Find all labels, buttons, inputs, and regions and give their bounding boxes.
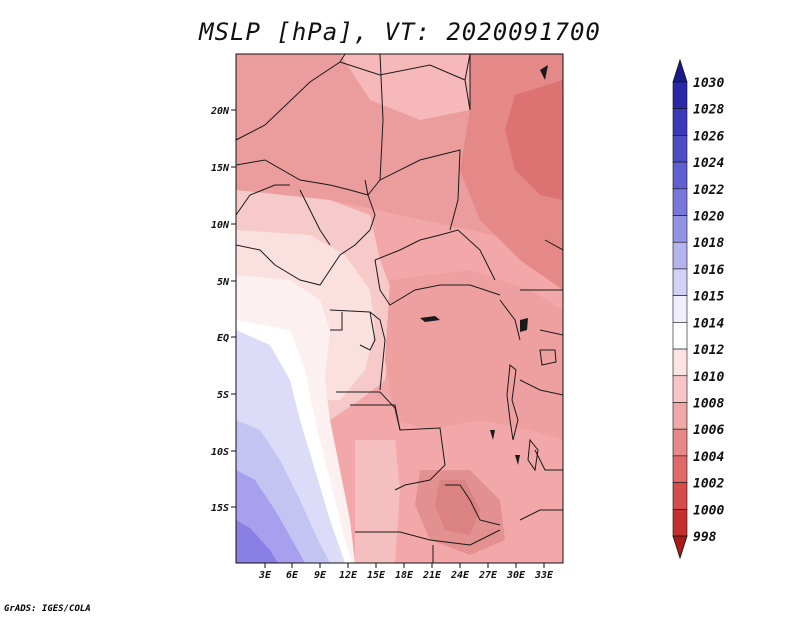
colorbar-segment (672, 295, 688, 323)
colorbar-segment (672, 455, 688, 483)
colorbar (672, 58, 688, 560)
pressure-field (236, 54, 563, 563)
colorbar-label: 1015 (693, 290, 724, 305)
lat-label: 15S (211, 503, 229, 514)
lon-label: 33E (534, 570, 554, 581)
colorbar-segment (672, 241, 688, 270)
lakes (420, 65, 557, 472)
grads-footer: GrADS: IGES/COLA (4, 604, 91, 614)
map-title: MSLP [hPa], VT: 2020091700 (199, 18, 601, 46)
colorbar-segment (672, 508, 688, 537)
colorbar-label: 1024 (693, 156, 724, 171)
colorbar-label: 998 (693, 530, 717, 545)
lon-label: 18E (395, 570, 414, 581)
colorbar-top-arrow (672, 58, 688, 83)
colorbar-label: 1030 (693, 76, 724, 91)
colorbar-segment (672, 81, 688, 110)
axis-ticks (231, 109, 545, 568)
colorbar-segment (672, 482, 688, 510)
colorbar-segment (672, 375, 688, 403)
colorbar-label: 1020 (693, 210, 724, 225)
lat-label: 10N (211, 220, 230, 231)
colorbar-label: 1000 (693, 503, 724, 518)
colorbar-label: 1006 (693, 423, 724, 438)
latitude-labels: 20N 15N 10N 5N EQ 5S 10S 15S (210, 106, 230, 514)
lon-label: 15E (367, 570, 386, 581)
country-boundaries (236, 54, 563, 563)
lon-label: 21E (422, 570, 442, 581)
lon-label: 30E (506, 570, 526, 581)
colorbar-segment (672, 348, 688, 377)
longitude-labels: 3E 6E 9E 12E 15E 18E 21E 24E 27E 30E 33E (258, 570, 554, 581)
lat-label: 20N (210, 106, 230, 117)
lon-label: 27E (478, 570, 498, 581)
colorbar-segment (672, 322, 688, 350)
colorbar-label: 1014 (693, 316, 724, 331)
colorbar-label: 1004 (693, 450, 724, 465)
lon-label: 12E (339, 570, 358, 581)
colorbar-segment (672, 108, 688, 136)
colorbar-label: 1026 (693, 129, 724, 144)
lon-label: 24E (450, 570, 470, 581)
colorbar-label: 1022 (693, 183, 724, 198)
lat-label: 5S (217, 390, 229, 401)
colorbar-bottom-arrow (672, 535, 688, 560)
lon-label: 9E (314, 570, 327, 581)
lon-label: 3E (258, 570, 272, 581)
lat-label: 10S (211, 447, 229, 458)
lat-label: EQ (217, 333, 229, 344)
colorbar-label: 1008 (693, 396, 724, 411)
map-frame (235, 53, 564, 564)
colorbar-label: 1016 (693, 263, 724, 278)
colorbar-label: 1028 (693, 103, 724, 118)
colorbar-label: 1002 (693, 477, 724, 492)
colorbar-label: 1018 (693, 236, 724, 251)
colorbar-segment (672, 161, 688, 190)
colorbar-segment (672, 188, 688, 216)
lon-label: 6E (286, 570, 299, 581)
lat-label: 15N (211, 163, 230, 174)
colorbar-label: 1010 (693, 370, 724, 385)
colorbar-segment (672, 135, 688, 163)
colorbar-segment (672, 215, 688, 243)
colorbar-label: 1012 (693, 343, 724, 358)
lat-label: 5N (217, 277, 230, 288)
colorbar-segment (672, 402, 688, 430)
colorbar-segment (672, 428, 688, 457)
colorbar-segment (672, 268, 688, 296)
colorbar-labels: 1030 1028 1026 1024 1022 1020 1018 1016 1015 1014… (693, 76, 724, 545)
